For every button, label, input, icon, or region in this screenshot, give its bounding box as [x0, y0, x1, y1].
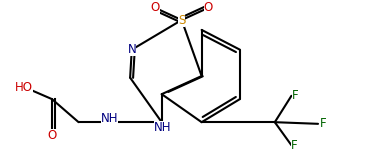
Text: F: F: [291, 139, 298, 152]
Text: O: O: [204, 1, 213, 14]
Text: S: S: [178, 14, 185, 27]
Text: O: O: [151, 1, 160, 14]
Text: HO: HO: [16, 81, 33, 94]
Text: NH: NH: [154, 121, 171, 134]
Text: F: F: [292, 89, 299, 102]
Text: N: N: [127, 43, 136, 56]
Text: NH: NH: [101, 112, 118, 125]
Text: O: O: [47, 129, 57, 142]
Text: F: F: [320, 117, 326, 130]
